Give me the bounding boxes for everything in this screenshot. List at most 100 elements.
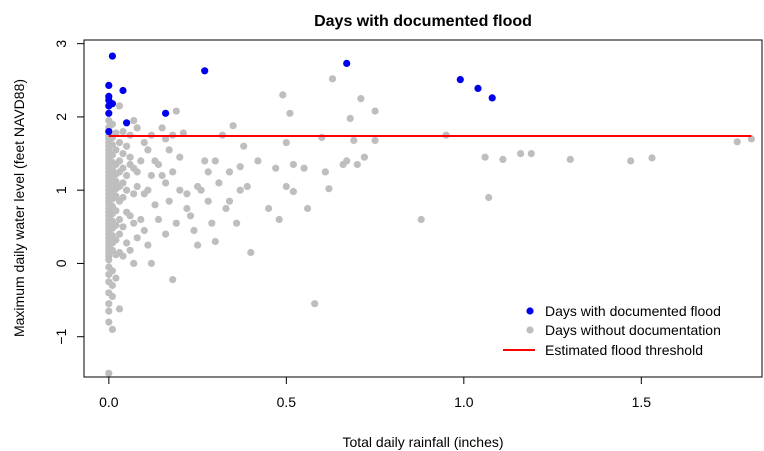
nonflood-point [229, 122, 237, 130]
nonflood-point [130, 190, 138, 198]
x-tick-label: 1.5 [632, 394, 652, 410]
nonflood-point [325, 185, 333, 193]
y-tick-label: 2 [53, 113, 69, 121]
nonflood-point [162, 135, 170, 143]
nonflood-point [133, 234, 141, 242]
x-axis: 0.0 0.5 1.0 1.5 [99, 377, 651, 410]
nonflood-point [215, 179, 223, 187]
nonflood-point [112, 192, 120, 200]
nonflood-point [265, 204, 273, 213]
flood-point [343, 59, 351, 67]
nonflood-point [105, 369, 113, 377]
nonflood-point [169, 168, 177, 176]
nonflood-point [144, 241, 152, 249]
flood-point [119, 86, 127, 95]
nonflood-point [499, 155, 507, 163]
x-tick-label: 1.0 [454, 394, 474, 410]
nonflood-point [147, 259, 155, 267]
nonflood-point [254, 157, 262, 165]
nonflood-point [204, 168, 212, 176]
nonflood-point [321, 168, 329, 176]
nonflood-point [190, 226, 198, 235]
nonflood-point [108, 292, 116, 300]
nonflood-point [176, 186, 184, 194]
nonflood-point [169, 276, 177, 284]
nonflood-point [360, 153, 368, 161]
nonflood-point [105, 307, 113, 315]
nonflood-point [123, 142, 131, 150]
nonflood-point [172, 219, 180, 227]
nonflood-point [243, 182, 251, 191]
nonflood-point [247, 248, 255, 257]
nonflood-point [279, 91, 287, 99]
flood-point [162, 109, 170, 117]
nonflood-point [147, 171, 155, 180]
nonflood-point [417, 215, 425, 224]
nonflood-point [282, 182, 290, 191]
nonflood-point [176, 153, 184, 161]
nonflood-point [222, 204, 230, 213]
nonflood-point [183, 190, 191, 198]
nonflood-point [112, 274, 120, 282]
nonflood-point [211, 237, 219, 246]
nonflood-point [108, 151, 116, 159]
legend-label-undocumented: Days without documentation [545, 322, 721, 338]
nonflood-point [105, 256, 113, 264]
flood-point [201, 67, 209, 75]
nonflood-point [208, 219, 216, 227]
nonflood-point [275, 215, 283, 224]
flood-point [456, 76, 464, 84]
nonflood-point [108, 267, 116, 275]
nonflood-point [130, 117, 138, 125]
nonflood-point [236, 186, 244, 194]
nonflood-point [108, 281, 116, 289]
nonflood-point [123, 239, 131, 247]
nonflood-point [154, 160, 163, 169]
nonflood-point [115, 230, 124, 238]
flood-point [108, 52, 116, 60]
nonflood-point [165, 197, 173, 205]
nonflood-point [343, 157, 351, 165]
y-tick-label: −1 [53, 329, 69, 345]
nonflood-point [123, 171, 131, 180]
nonflood-point [105, 318, 113, 326]
plot-points [105, 52, 756, 377]
nonflood-point [233, 219, 241, 227]
nonflood-point [112, 177, 120, 185]
x-tick-label: 0.5 [277, 394, 297, 410]
nonflood-point [108, 120, 116, 128]
nonflood-point [112, 129, 120, 137]
x-tick-label: 0.0 [99, 394, 119, 410]
nonflood-point [318, 133, 326, 141]
nonflood-point [289, 160, 297, 169]
chart-title: Days with documented flood [314, 13, 532, 30]
nonflood-point [485, 193, 493, 202]
nonflood-point [158, 124, 166, 132]
nonflood-point [162, 230, 170, 238]
nonflood-point [119, 252, 127, 260]
nonflood-point [115, 305, 124, 313]
nonflood-point [154, 215, 163, 224]
nonflood-point [119, 193, 127, 202]
nonflood-point [137, 157, 145, 165]
legend-marker-documented [526, 307, 534, 315]
nonflood-point [172, 107, 180, 115]
nonflood-point [112, 146, 120, 154]
legend-label-threshold: Estimated flood threshold [545, 342, 703, 358]
nonflood-point [112, 207, 120, 215]
nonflood-point [225, 197, 234, 205]
flood-point [123, 119, 131, 127]
flood-point [105, 102, 113, 110]
nonflood-point [115, 157, 124, 165]
nonflood-point [371, 107, 379, 115]
nonflood-point [286, 109, 294, 117]
nonflood-point [165, 146, 173, 154]
nonflood-point [126, 246, 134, 254]
legend-marker-undocumented [526, 326, 534, 334]
nonflood-point [115, 215, 124, 224]
nonflood-point [566, 155, 574, 163]
nonflood-point [119, 150, 127, 158]
nonflood-point [311, 300, 319, 308]
nonflood-point [108, 141, 116, 149]
